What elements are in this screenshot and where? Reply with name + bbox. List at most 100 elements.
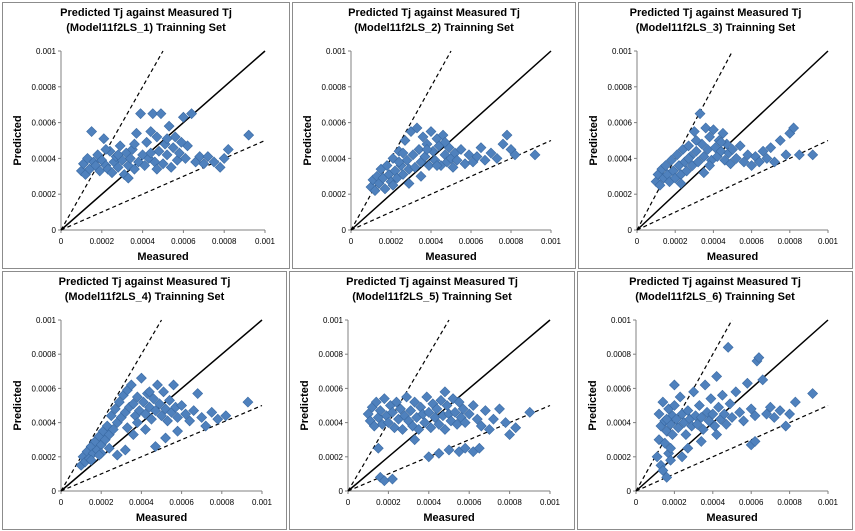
- x-tick-label: 0.0006: [169, 498, 194, 507]
- data-point: [186, 108, 197, 120]
- y-tick-label: 0.0002: [322, 190, 347, 199]
- data-point: [665, 454, 676, 466]
- y-tick-label: 0.0006: [322, 119, 347, 128]
- data-point: [431, 160, 443, 171]
- data-point: [413, 424, 425, 435]
- data-point: [807, 388, 819, 399]
- data-point: [129, 138, 140, 150]
- x-tick-label: 0.0008: [499, 237, 524, 246]
- data-point: [93, 449, 105, 461]
- x-tick-label: 0.0004: [419, 237, 444, 246]
- data-point: [144, 386, 155, 398]
- data-point: [415, 170, 427, 182]
- data-point: [473, 442, 485, 454]
- data-point: [409, 161, 421, 173]
- data-point: [103, 442, 115, 454]
- data-point: [765, 142, 777, 154]
- chart-title: Predicted Tj against Measured Tj: [60, 7, 232, 19]
- data-point: [667, 429, 678, 440]
- data-point: [202, 151, 214, 163]
- data-point: [715, 145, 727, 157]
- data-point: [483, 424, 495, 435]
- data-point: [659, 437, 671, 449]
- chart-panel-4: Predicted Tj against Measured Tj (Model1…: [2, 271, 287, 530]
- x-tick-label: 0.0006: [171, 237, 196, 246]
- data-point: [703, 415, 715, 427]
- data-point: [184, 415, 196, 427]
- data-point: [188, 405, 200, 417]
- data-point: [494, 403, 505, 415]
- data-point: [391, 396, 402, 408]
- data-point: [491, 152, 503, 164]
- data-point: [784, 408, 796, 420]
- data-point: [681, 165, 693, 177]
- data-point: [397, 424, 408, 435]
- data-point: [85, 454, 97, 466]
- data-point: [441, 400, 453, 411]
- data-point: [222, 144, 234, 155]
- data-point: [711, 429, 723, 440]
- y-tick-label: 0.0004: [319, 419, 344, 428]
- data-point: [435, 394, 447, 406]
- x-tick-label: 0.0002: [662, 498, 687, 507]
- data-point: [139, 160, 151, 171]
- data-point: [220, 410, 232, 422]
- data-point: [131, 391, 143, 403]
- data-point: [780, 420, 792, 432]
- data-point: [397, 147, 409, 159]
- data-point: [196, 412, 208, 423]
- data-point: [718, 408, 730, 420]
- y-tick-label: 0.001: [323, 316, 344, 325]
- data-point: [475, 420, 487, 432]
- data-point: [98, 133, 110, 145]
- data-point: [694, 108, 706, 120]
- data-point: [131, 127, 142, 139]
- data-point: [157, 158, 169, 170]
- data-point: [746, 160, 758, 171]
- data-point: [707, 124, 719, 136]
- data-point: [475, 142, 487, 154]
- data-point: [463, 149, 475, 161]
- data-point: [730, 152, 742, 164]
- x-tick-label: 0: [634, 498, 639, 507]
- data-point: [749, 410, 761, 422]
- data-point: [668, 379, 680, 391]
- y-tick-label: 0.0002: [608, 190, 633, 199]
- data-point: [727, 144, 738, 155]
- data-point: [725, 158, 737, 170]
- x-tick-label: 0.001: [255, 237, 276, 246]
- data-point: [457, 403, 469, 415]
- data-point: [206, 406, 218, 418]
- data-point: [119, 444, 131, 456]
- x-tick-label: 0.0008: [210, 498, 235, 507]
- data-point: [670, 413, 682, 425]
- chart-panel-6: Predicted Tj against Measured Tj (Model1…: [577, 271, 853, 530]
- scatter-chart: 0 0.0002 0.0004 0.0006 0.0008 0.001 0 0.0002 0.0…: [299, 316, 561, 524]
- data-point: [761, 152, 773, 164]
- x-tick-label: 0: [349, 237, 354, 246]
- data-point: [774, 405, 786, 417]
- y-tick-label: 0.001: [612, 47, 633, 56]
- data-point: [734, 406, 746, 418]
- data-point: [433, 447, 445, 459]
- data-point: [169, 131, 181, 143]
- data-point: [704, 131, 716, 143]
- data-point: [788, 122, 800, 134]
- data-point: [682, 405, 694, 417]
- data-point: [421, 144, 433, 155]
- y-axis-label: Predicted: [588, 115, 600, 165]
- data-point: [176, 400, 188, 411]
- data-point: [665, 442, 676, 454]
- data-point: [680, 429, 692, 440]
- data-point: [137, 396, 149, 408]
- data-point: [139, 408, 151, 420]
- data-point: [683, 140, 694, 152]
- data-point: [180, 408, 192, 420]
- data-point: [704, 160, 716, 171]
- data-point: [200, 420, 212, 432]
- y-tick-label: 0: [339, 487, 344, 496]
- y-tick-label: 0.001: [36, 47, 57, 56]
- y-tick-label: 0.0004: [32, 419, 57, 428]
- data-point: [715, 136, 727, 148]
- data-point: [387, 179, 399, 191]
